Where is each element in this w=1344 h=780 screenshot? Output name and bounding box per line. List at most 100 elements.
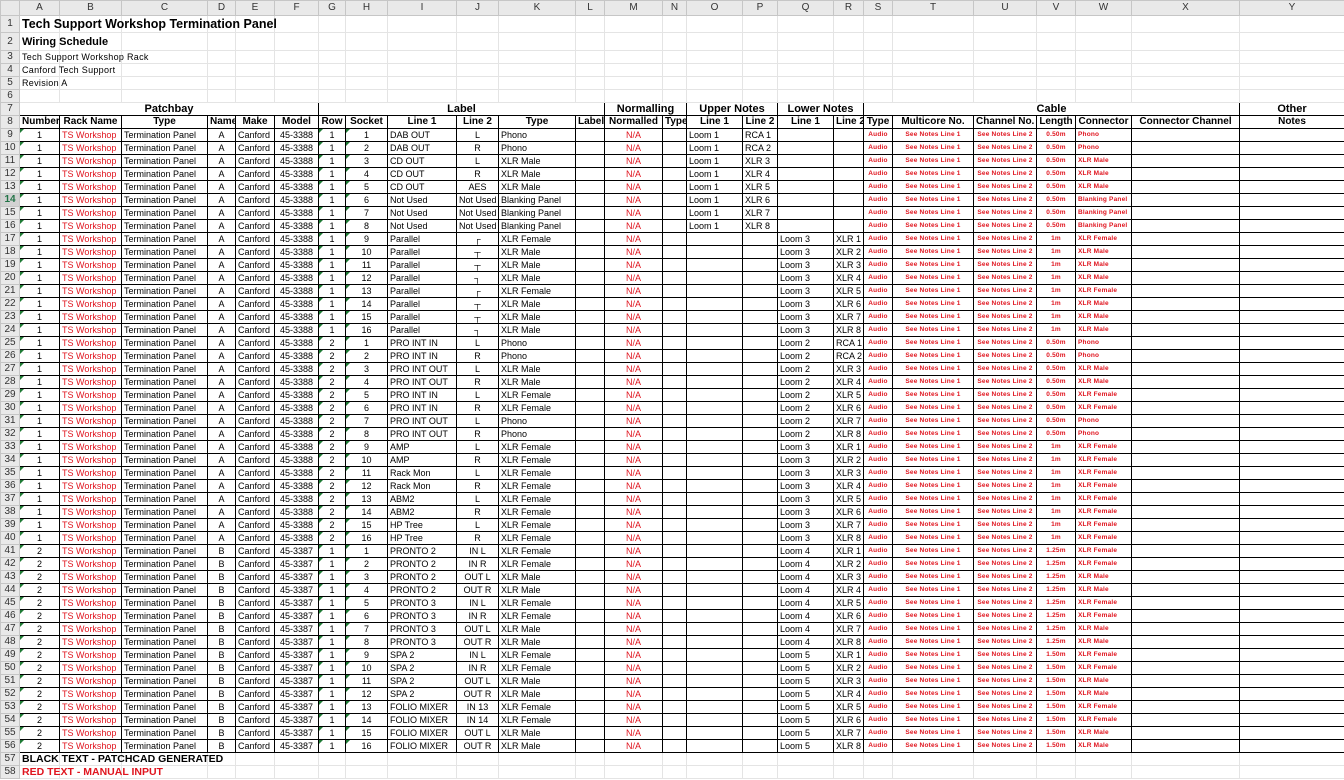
notes[interactable] bbox=[1239, 674, 1344, 688]
panel-type[interactable]: Termination Panel bbox=[121, 739, 208, 753]
lower-line-2[interactable]: XLR 7 bbox=[833, 310, 864, 324]
number[interactable]: 1 bbox=[19, 440, 60, 454]
lower-line-1[interactable]: Loom 2 bbox=[777, 427, 834, 441]
normalled[interactable]: N/A bbox=[604, 518, 663, 532]
lower-line-2[interactable]: XLR 8 bbox=[833, 323, 864, 337]
cell[interactable] bbox=[686, 32, 743, 51]
lower-line-1[interactable] bbox=[777, 141, 834, 155]
socket[interactable]: 4 bbox=[345, 583, 388, 597]
cell[interactable] bbox=[121, 50, 208, 64]
notes[interactable] bbox=[1239, 219, 1344, 233]
cell[interactable] bbox=[59, 63, 122, 77]
model[interactable]: 45-3387 bbox=[274, 570, 319, 584]
row-header[interactable]: 45 bbox=[0, 596, 20, 610]
connector-channel[interactable] bbox=[1131, 349, 1240, 363]
rack-name[interactable]: TS Workshop bbox=[59, 570, 122, 584]
model[interactable]: 45-3388 bbox=[274, 206, 319, 220]
panel-type[interactable]: Termination Panel bbox=[121, 674, 208, 688]
label-line-1[interactable]: Parallel bbox=[387, 245, 457, 259]
cell[interactable] bbox=[456, 752, 499, 766]
length[interactable]: 1.25m bbox=[1036, 622, 1076, 636]
lower-line-1[interactable]: Loom 3 bbox=[777, 531, 834, 545]
notes[interactable] bbox=[1239, 466, 1344, 480]
lower-line-2[interactable] bbox=[833, 219, 864, 233]
cell[interactable] bbox=[863, 63, 893, 77]
label-line-1[interactable]: FOLIO MIXER bbox=[387, 700, 457, 714]
cell[interactable] bbox=[833, 89, 864, 103]
channel-no[interactable]: See Notes Line 2 bbox=[973, 284, 1037, 298]
cell[interactable] bbox=[1075, 76, 1132, 90]
normalling-type[interactable] bbox=[662, 401, 687, 415]
cell[interactable] bbox=[777, 32, 834, 51]
socket[interactable]: 6 bbox=[345, 609, 388, 623]
label-line-1[interactable]: Parallel bbox=[387, 323, 457, 337]
lower-line-1[interactable]: Loom 4 bbox=[777, 635, 834, 649]
panel-name[interactable]: A bbox=[207, 414, 236, 428]
cell[interactable] bbox=[207, 765, 236, 779]
column-title[interactable]: Make bbox=[235, 115, 275, 129]
rack-name[interactable]: TS Workshop bbox=[59, 557, 122, 571]
label-type[interactable]: XLR Female bbox=[498, 596, 576, 610]
cable-type[interactable]: Audio bbox=[863, 635, 893, 649]
normalling-type[interactable] bbox=[662, 219, 687, 233]
cell[interactable] bbox=[833, 32, 864, 51]
cell[interactable] bbox=[318, 15, 346, 33]
multicore-no[interactable]: See Notes Line 1 bbox=[892, 596, 974, 610]
connector-channel[interactable] bbox=[1131, 505, 1240, 519]
model[interactable]: 45-3388 bbox=[274, 531, 319, 545]
row[interactable]: 1 bbox=[318, 284, 346, 298]
connector-channel[interactable] bbox=[1131, 440, 1240, 454]
panel-type[interactable]: Termination Panel bbox=[121, 362, 208, 376]
group-header-upper-notes[interactable]: Upper Notes bbox=[686, 102, 778, 116]
upper-line-1[interactable] bbox=[686, 375, 743, 389]
length[interactable]: 0.50m bbox=[1036, 375, 1076, 389]
number[interactable]: 1 bbox=[19, 258, 60, 272]
cell[interactable] bbox=[863, 752, 893, 766]
connector-channel[interactable] bbox=[1131, 362, 1240, 376]
row[interactable]: 1 bbox=[318, 557, 346, 571]
label-line-1[interactable]: Parallel bbox=[387, 310, 457, 324]
label-line-1[interactable]: PRONTO 3 bbox=[387, 622, 457, 636]
panel-type[interactable]: Termination Panel bbox=[121, 518, 208, 532]
cell[interactable] bbox=[345, 765, 388, 779]
cell[interactable] bbox=[456, 32, 499, 51]
notes[interactable] bbox=[1239, 479, 1344, 493]
upper-line-2[interactable] bbox=[742, 492, 778, 506]
group-header-other[interactable]: Other bbox=[1239, 102, 1344, 116]
label-type[interactable]: XLR Female bbox=[498, 401, 576, 415]
upper-line-2[interactable] bbox=[742, 297, 778, 311]
column-header[interactable]: U bbox=[973, 0, 1037, 16]
panel-type[interactable]: Termination Panel bbox=[121, 648, 208, 662]
cell[interactable] bbox=[604, 63, 663, 77]
number[interactable]: 1 bbox=[19, 401, 60, 415]
channel-no[interactable]: See Notes Line 2 bbox=[973, 557, 1037, 571]
panel-type[interactable]: Termination Panel bbox=[121, 349, 208, 363]
model[interactable]: 45-3387 bbox=[274, 648, 319, 662]
length[interactable]: 1.50m bbox=[1036, 700, 1076, 714]
label-line-2[interactable]: IN 14 bbox=[456, 713, 499, 727]
panel-type[interactable]: Termination Panel bbox=[121, 700, 208, 714]
lower-line-2[interactable]: XLR 5 bbox=[833, 388, 864, 402]
row-header[interactable]: 47 bbox=[0, 622, 20, 636]
row-header[interactable]: 16 bbox=[0, 219, 20, 233]
label-type[interactable]: XLR Male bbox=[498, 258, 576, 272]
normalling-type[interactable] bbox=[662, 596, 687, 610]
model[interactable]: 45-3388 bbox=[274, 362, 319, 376]
row[interactable]: 2 bbox=[318, 479, 346, 493]
lower-line-1[interactable]: Loom 5 bbox=[777, 687, 834, 701]
make[interactable]: Canford bbox=[235, 492, 275, 506]
channel-no[interactable]: See Notes Line 2 bbox=[973, 505, 1037, 519]
upper-line-2[interactable]: RCA 2 bbox=[742, 141, 778, 155]
notes[interactable] bbox=[1239, 518, 1344, 532]
upper-line-1[interactable] bbox=[686, 336, 743, 350]
upper-line-1[interactable]: Loom 1 bbox=[686, 206, 743, 220]
channel-no[interactable]: See Notes Line 2 bbox=[973, 167, 1037, 181]
channel-no[interactable]: See Notes Line 2 bbox=[973, 362, 1037, 376]
notes[interactable] bbox=[1239, 713, 1344, 727]
row[interactable]: 1 bbox=[318, 661, 346, 675]
column-title[interactable]: Normalled bbox=[604, 115, 663, 129]
column-title[interactable]: Type bbox=[498, 115, 576, 129]
row-header[interactable]: 54 bbox=[0, 713, 20, 727]
channel-no[interactable]: See Notes Line 2 bbox=[973, 726, 1037, 740]
multicore-no[interactable]: See Notes Line 1 bbox=[892, 271, 974, 285]
